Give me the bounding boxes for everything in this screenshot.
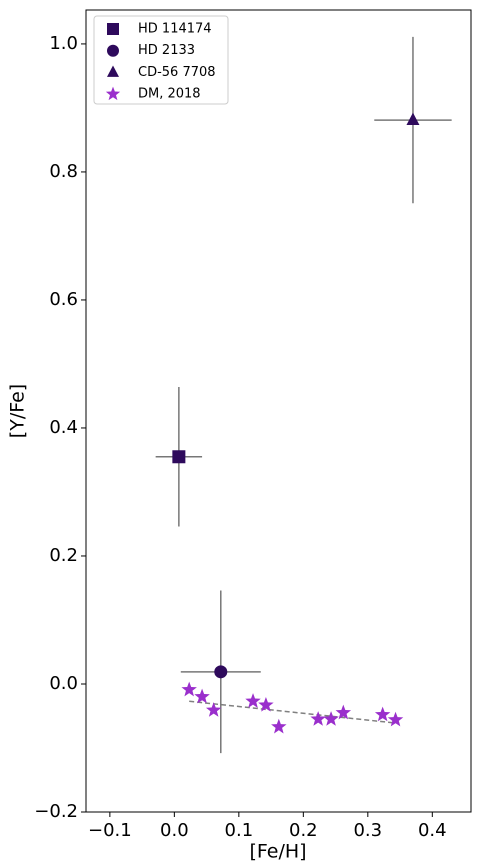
x-tick-label: −0.1: [88, 820, 132, 841]
legend-marker: [105, 86, 121, 101]
y-tick-label: 0.6: [49, 289, 78, 310]
marker: [245, 693, 261, 708]
y-tick-label: 0.2: [49, 545, 78, 566]
y-tick-label: 0.8: [49, 161, 78, 182]
legend-label: CD-56 7708: [138, 65, 216, 80]
x-tick-label: 0.1: [225, 820, 254, 841]
marker: [258, 696, 274, 712]
y-tick-label: 0.0: [49, 673, 78, 694]
legend-marker: [107, 23, 119, 35]
marker: [406, 112, 420, 125]
x-tick-label: 0.3: [353, 820, 382, 841]
marker: [374, 706, 391, 722]
marker: [387, 711, 404, 727]
marker: [214, 665, 228, 679]
marker: [194, 688, 210, 704]
y-tick-label: 1.0: [49, 33, 78, 54]
legend-marker: [107, 65, 119, 77]
marker: [271, 718, 287, 734]
marker: [205, 702, 222, 717]
legend-label: HD 114174: [138, 22, 212, 37]
trend-line: [189, 700, 396, 724]
marker: [335, 704, 352, 720]
marker: [310, 711, 326, 726]
marker: [181, 681, 197, 697]
legend-label: HD 2133: [138, 43, 195, 58]
y-tick-label: 0.4: [49, 417, 78, 438]
x-tick-label: 0.0: [160, 820, 189, 841]
legend-marker: [107, 44, 119, 57]
y-axis-label: [Y/Fe]: [7, 384, 29, 438]
x-axis-label: [Fe/H]: [249, 841, 306, 863]
x-tick-label: 0.2: [289, 820, 318, 841]
legend-box: [93, 15, 229, 105]
marker: [323, 711, 339, 726]
y-tick-label: −0.2: [34, 801, 78, 822]
marker: [172, 450, 186, 464]
plot-frame: [85, 9, 472, 813]
legend-label: DM, 2018: [138, 87, 201, 102]
x-tick-label: 0.4: [418, 820, 447, 841]
